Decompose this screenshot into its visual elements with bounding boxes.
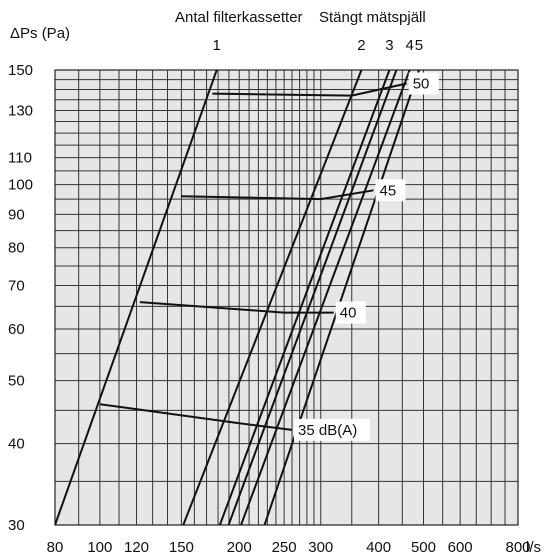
filter-line-4 (239, 70, 411, 525)
filter-number-1: 1 (213, 37, 221, 54)
sound-curves: 50 45 40 35 dB(A) (99, 72, 439, 441)
x-tick-label: 120 (124, 539, 149, 556)
filter-line-4b (227, 70, 398, 525)
y-tick-label: 30 (8, 517, 25, 534)
sound-label-bg (375, 179, 406, 202)
x-tick-label: 150 (169, 539, 194, 556)
chart-title: Antal filterkassetter (175, 9, 303, 26)
x-tick-label: 500 (411, 539, 436, 556)
y-tick-labels: 30 40 50 60 70 80 90 100 110 130 150 (8, 62, 33, 534)
y-tick-label: 50 (8, 373, 25, 390)
x-tick-label: 600 (448, 539, 473, 556)
filter-number-3: 3 (385, 37, 393, 54)
filter-number-4: 4 (405, 37, 413, 54)
filter-line-5 (263, 70, 421, 525)
y-tick-label: 130 (8, 102, 33, 119)
sound-curve-40 (139, 301, 334, 314)
filter-line-2 (182, 70, 363, 525)
y-tick-label: 90 (8, 206, 25, 223)
sound-curve-35 (99, 403, 293, 431)
sound-label-bg (335, 301, 366, 324)
filter-lines (55, 70, 421, 525)
sound-curve-45 (181, 189, 374, 201)
x-axis-unit: l/s (526, 539, 541, 556)
sound-label-40: 40 (340, 305, 357, 322)
x-tick-label: 400 (366, 539, 391, 556)
y-tick-label: 40 (8, 436, 25, 453)
x-tick-label: 80 (47, 539, 64, 556)
plot-background (55, 70, 518, 525)
y-tick-label: 80 (8, 240, 25, 257)
x-tick-labels: 80 100 120 150 200 250 300 400 500 600 800 (47, 539, 531, 556)
sound-label-bg (294, 418, 371, 441)
x-tick-label: 250 (272, 539, 297, 556)
sound-label-bg (408, 72, 439, 95)
x-tick-label: 300 (308, 539, 333, 556)
y-tick-label: 70 (8, 277, 25, 294)
y-tick-label: 150 (8, 62, 33, 79)
y-tick-label: 110 (8, 150, 32, 167)
sound-label-45: 45 (380, 182, 397, 199)
y-axis-label: ΔPs (Pa) (10, 25, 70, 42)
filter-number-5: 5 (415, 37, 423, 54)
sound-label-50: 50 (413, 76, 430, 93)
x-tick-label: 200 (227, 539, 252, 556)
y-tick-label: 60 (8, 321, 25, 338)
x-tick-label: 800 (505, 539, 530, 556)
x-tick-label: 100 (87, 539, 112, 556)
sound-curve-50 (212, 82, 407, 97)
sound-label-35: 35 dB(A) (298, 422, 357, 439)
filter-number-2: 2 (357, 37, 365, 54)
plot-frame (54, 69, 519, 526)
filter-line-1 (55, 70, 218, 525)
chart-title-extra: Stängt mätspjäll (319, 9, 426, 26)
y-tick-label: 100 (8, 177, 33, 194)
filter-line-3 (218, 70, 391, 525)
